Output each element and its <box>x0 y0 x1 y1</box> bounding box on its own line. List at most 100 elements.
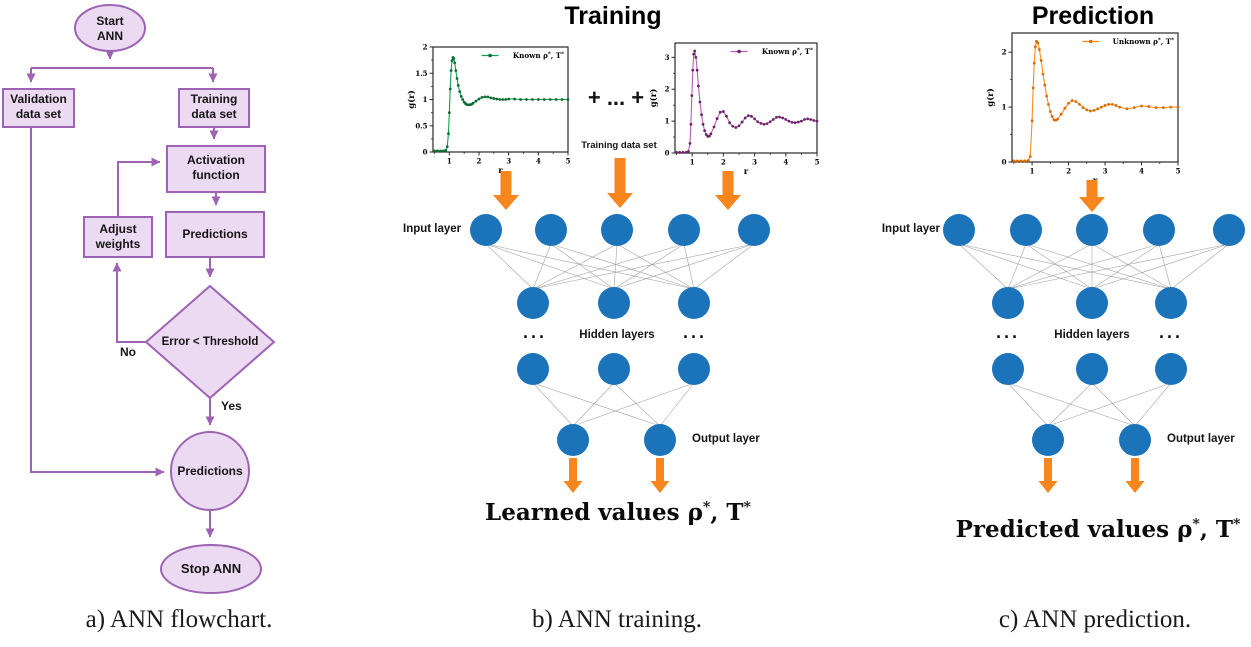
gr-marker <box>530 98 534 101</box>
gr-curve <box>434 56 568 152</box>
gr-marker <box>1110 102 1114 106</box>
gr-marker <box>448 87 452 91</box>
gr-marker <box>447 111 451 115</box>
prediction-gr-plot: 1 2 3 4 5 0 1 2 r g(r) Unknown ρ*​, T*​ <box>985 32 1181 186</box>
training-input-layer-label: Input layer <box>403 223 462 235</box>
gr-marker <box>787 119 791 123</box>
gr-marker <box>455 77 459 80</box>
x-tick-label: 3 <box>1103 167 1108 176</box>
flow-arrow <box>650 458 670 493</box>
adjust-weights-node <box>83 216 153 258</box>
gr-marker <box>1118 105 1122 109</box>
y-tick-label: 1 <box>665 117 670 126</box>
prediction-hidden-dots-left: ... <box>995 322 1020 342</box>
gr-marker <box>445 145 449 149</box>
gr-marker <box>684 150 688 154</box>
gr-marker <box>1103 104 1107 107</box>
validation-dataset-label: Validation data set <box>10 92 67 121</box>
gr-marker <box>458 90 462 94</box>
adjust-weights-label: Adjust weights <box>95 222 141 251</box>
gr-marker <box>1140 104 1143 108</box>
flow-arrow <box>1125 458 1145 493</box>
legend-label: Known ρ*​, T*​ <box>762 47 813 56</box>
gr-marker <box>439 149 442 153</box>
gr-marker <box>803 118 806 121</box>
gr-marker <box>1074 100 1078 104</box>
y-tick-label: 0 <box>423 148 428 157</box>
gr-marker <box>456 83 460 87</box>
gr-marker <box>1030 119 1034 123</box>
gr-marker <box>1019 159 1023 163</box>
gr-marker <box>519 98 522 101</box>
gr-marker <box>743 116 747 120</box>
gr-marker <box>1012 159 1016 163</box>
gr-marker <box>1162 106 1165 110</box>
gr-marker <box>731 124 735 128</box>
gr-marker <box>477 97 481 101</box>
gr-marker <box>701 122 705 126</box>
gr-marker <box>1085 108 1089 112</box>
gr-marker <box>693 49 697 53</box>
gr-marker <box>513 97 516 101</box>
error-threshold-label: Error < Threshold <box>161 336 259 348</box>
plot-frame <box>674 42 818 154</box>
gr-marker <box>740 120 744 124</box>
gr-marker <box>1039 59 1043 62</box>
gr-marker <box>1107 102 1111 106</box>
y-tick-label: 1.5 <box>415 69 427 78</box>
gr-marker <box>1059 112 1063 116</box>
gr-marker <box>806 117 810 121</box>
prediction-input-layer-label: Input layer <box>881 223 940 235</box>
gr-marker <box>1114 104 1118 107</box>
gr-marker <box>1031 86 1035 90</box>
gr-marker <box>1078 102 1081 106</box>
x-tick-label: 3 <box>506 157 511 166</box>
gr-marker <box>560 98 564 101</box>
gr-marker <box>461 98 465 101</box>
gr-marker <box>790 120 794 124</box>
hidden-node <box>1076 287 1108 319</box>
gr-marker <box>441 149 445 153</box>
input-node <box>535 214 567 246</box>
output-node <box>1119 424 1151 456</box>
gr-marker <box>542 98 546 101</box>
gr-marker <box>492 97 496 100</box>
gr-marker <box>737 124 741 128</box>
gr-marker <box>1027 158 1030 162</box>
input-node <box>470 214 502 246</box>
flow-arrow <box>607 158 633 208</box>
predictions-circle-node <box>170 431 250 511</box>
gr-marker <box>1056 117 1060 121</box>
gr-marker <box>707 134 711 138</box>
gr-marker <box>698 100 702 104</box>
prediction-hidden-dots-right: ... <box>1158 322 1183 342</box>
gr-marker <box>809 118 813 121</box>
gr-marker <box>746 114 750 118</box>
training-hidden-layers-label: Hidden layers <box>579 329 655 341</box>
gr-marker <box>450 59 454 63</box>
gr-marker <box>728 121 732 125</box>
gr-marker <box>1032 61 1036 65</box>
x-tick-label: 3 <box>752 158 757 167</box>
gr-marker <box>483 95 487 99</box>
gr-marker <box>554 98 558 101</box>
prediction-hidden-layers-label: Hidden layers <box>1054 329 1130 341</box>
x-tick-label: 4 <box>1139 167 1144 176</box>
y-axis-label: g(r) <box>406 90 417 108</box>
input-node <box>943 214 975 246</box>
gr-marker <box>796 120 800 124</box>
activation-function-node <box>166 145 266 193</box>
gr-marker <box>753 117 756 121</box>
gr-marker <box>1043 83 1047 87</box>
gr-marker <box>1045 94 1049 98</box>
y-tick-label: 2 <box>665 85 670 94</box>
hidden-node <box>598 287 630 319</box>
training-dataset-node <box>178 88 250 128</box>
error-threshold-decision-node <box>144 284 276 400</box>
flow-arrow <box>1038 458 1058 493</box>
x-tick-label: 1 <box>1030 167 1035 176</box>
hidden-node <box>992 353 1024 385</box>
gr-marker <box>718 110 722 114</box>
